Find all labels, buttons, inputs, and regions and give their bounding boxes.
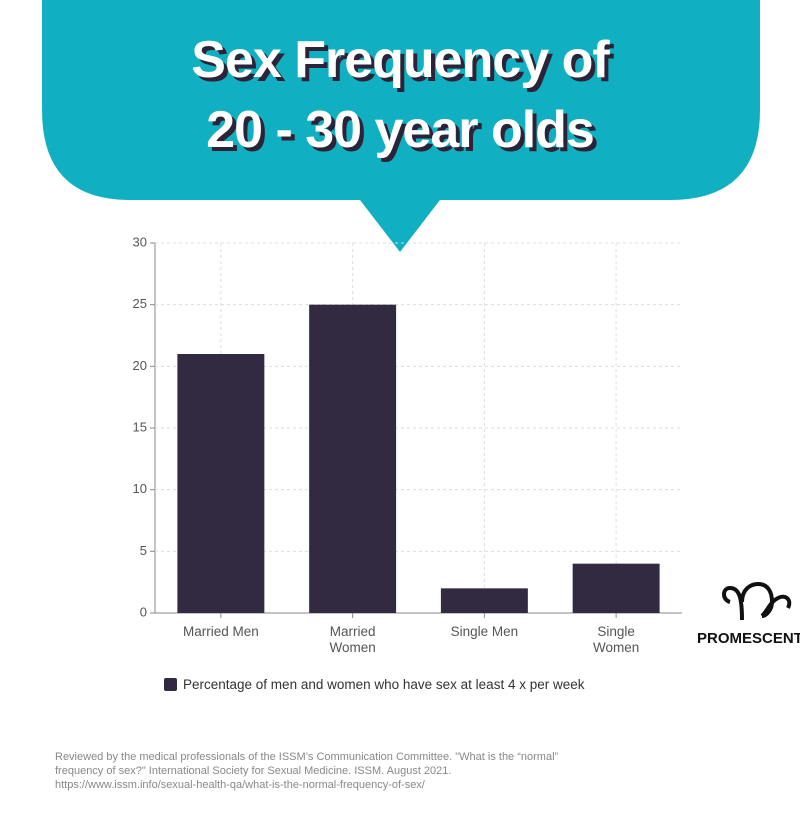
x-tick-label: Married Women [329,624,376,655]
y-tick-label: 5 [140,543,147,558]
source-note: Reviewed by the medical professionals of… [55,751,559,763]
x-tick-label: Single Men [450,624,519,639]
bar [177,354,265,613]
source-note: frequency of sex?" International Society… [55,765,452,777]
legend-swatch [164,678,177,691]
y-tick-label: 30 [133,234,147,249]
y-tick-label: 0 [140,604,147,619]
title-bubble [42,0,760,252]
chart-title: 20 - 30 year olds [206,101,595,159]
logo-icon [722,581,792,621]
y-tick-label: 25 [133,296,147,311]
x-tick-label: Married Men [182,624,259,639]
x-tick-label: Single Women [592,624,640,655]
logo-text: PROMESCENT [697,630,800,647]
bar [572,563,660,613]
legend-label: Percentage of men and women who have sex… [183,677,585,692]
y-tick-label: 10 [133,481,147,496]
y-tick-label: 20 [133,358,147,373]
y-tick-label: 15 [133,419,147,434]
bar [440,588,528,613]
source-note: https://www.issm.info/sexual-health-qa/w… [55,779,425,791]
chart-title: Sex Frequency of [191,31,609,89]
bar [309,304,397,613]
